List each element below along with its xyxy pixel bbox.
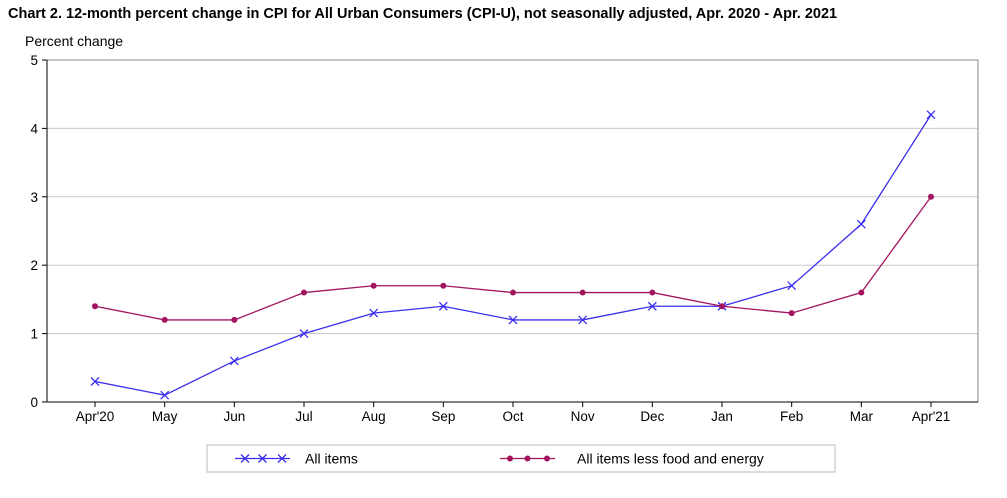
legend-marker-core (524, 455, 531, 462)
legend-marker-core (507, 455, 513, 462)
x-tick-label: Apr'21 (912, 409, 951, 424)
x-tick-label: Oct (502, 409, 523, 424)
data-point-core (649, 289, 656, 296)
data-point-core (161, 316, 168, 323)
data-point-core (719, 303, 725, 310)
y-tick-label: 2 (30, 258, 38, 273)
data-point-all-items-b (160, 390, 170, 400)
data-point-all-items (369, 308, 379, 318)
data-point-core (510, 289, 516, 296)
data-point-core (858, 289, 865, 296)
x-tick-label: Dec (640, 409, 664, 424)
x-tick-label: Aug (362, 409, 386, 424)
chart-title: Chart 2. 12-month percent change in CPI … (8, 6, 838, 22)
x-tick-label: Sep (431, 409, 455, 424)
x-tick-label: Mar (850, 409, 874, 424)
data-point-core (928, 193, 934, 200)
data-point-all-items (160, 390, 170, 400)
data-point-core (301, 289, 307, 296)
x-tick-label: May (152, 409, 178, 424)
legend-marker-all-items-b (277, 454, 287, 463)
series-line-all-items (94, 114, 932, 396)
y-tick-label: 3 (30, 190, 38, 205)
x-tick-label: Jan (711, 409, 733, 424)
data-point-all-items-b (926, 110, 936, 120)
y-tick-label: 4 (30, 121, 38, 136)
data-point-all-items-b (647, 301, 657, 311)
y-tick-label: 1 (30, 327, 38, 342)
data-point-all-items (578, 315, 588, 325)
legend-label-all-items: All items (305, 451, 358, 467)
data-point-all-items (438, 301, 448, 311)
data-point-all-items (787, 281, 797, 291)
data-point-all-items (647, 301, 657, 311)
data-point-all-items-b (369, 308, 379, 318)
x-tick-label: Apr'20 (76, 409, 115, 424)
data-point-all-items (299, 329, 309, 339)
data-point-all-items (926, 110, 936, 120)
data-point-core (92, 303, 98, 310)
data-point-core (788, 310, 795, 317)
data-point-all-items-b (229, 356, 239, 366)
data-point-core (440, 282, 447, 289)
x-tick-label: Jun (223, 409, 245, 424)
legend-marker-all-items-b (258, 454, 267, 463)
data-point-all-items-b (578, 315, 588, 325)
data-point-all-items (229, 356, 239, 366)
legend-marker-all-items (240, 454, 250, 463)
data-point-core (579, 289, 586, 296)
legend-marker-all-items (258, 454, 267, 463)
y-axis-label: Percent change (25, 33, 124, 49)
y-tick-label: 0 (30, 395, 38, 410)
legend-marker-all-items (277, 454, 287, 463)
x-tick-label: Jul (295, 409, 312, 424)
data-point-core (370, 282, 377, 289)
x-tick-label: Nov (571, 409, 595, 424)
series-line-core (94, 196, 932, 321)
x-tick-label: Feb (780, 409, 803, 424)
plot-area (46, 59, 979, 403)
data-point-all-items-b (299, 329, 309, 339)
data-point-all-items-b (508, 315, 518, 325)
data-point-all-items-b (856, 219, 866, 229)
data-point-all-items (508, 315, 518, 325)
y-tick-label: 5 (30, 53, 38, 68)
data-point-all-items-b (438, 301, 448, 311)
legend-label-core: All items less food and energy (577, 451, 764, 467)
data-point-core (231, 316, 238, 323)
legend-marker-core (544, 455, 550, 462)
data-point-all-items-b (787, 281, 797, 291)
data-point-all-items (90, 377, 100, 386)
data-point-all-items-b (90, 377, 100, 386)
data-point-all-items (856, 219, 866, 229)
legend-marker-all-items-b (240, 454, 250, 463)
